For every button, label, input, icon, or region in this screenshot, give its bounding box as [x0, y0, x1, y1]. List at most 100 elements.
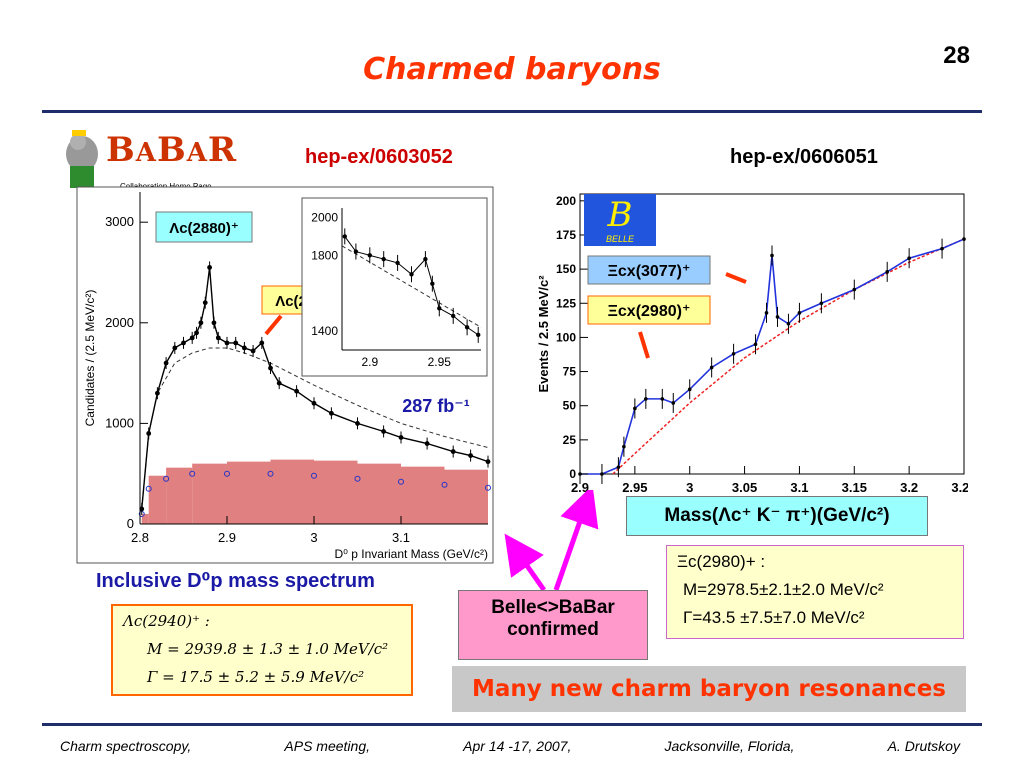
confirmed-line1: Belle<>BaBar	[491, 597, 615, 618]
belle-peak1-box	[587, 255, 711, 285]
sideband-point	[354, 475, 361, 482]
belle-data-point	[633, 406, 637, 411]
data-point	[468, 453, 473, 458]
footer-item: Charm spectroscopy,	[60, 738, 192, 754]
belle-data-point	[852, 287, 857, 292]
inset-background	[341, 245, 482, 328]
y-tick-label: 0	[127, 516, 134, 531]
data-point	[485, 459, 491, 465]
footer: Charm spectroscopy, APS meeting, Apr 14 …	[60, 738, 960, 754]
belle-peak1-label: Ξcx(3077)⁺	[608, 263, 691, 280]
inset-frame	[301, 197, 488, 377]
sideband-histogram-bar	[357, 463, 401, 524]
belle-x-tick-label: 3.2	[900, 480, 918, 495]
data-point	[194, 330, 199, 336]
belle-x-tick-label: 3.1	[790, 480, 808, 495]
data-point	[139, 506, 145, 512]
data-point	[181, 340, 186, 346]
data-point	[189, 335, 195, 341]
data-point	[276, 380, 282, 386]
peak1-box	[155, 211, 253, 243]
inset-point	[451, 313, 456, 319]
belle-y-tick-label: 50	[563, 399, 577, 413]
inset-point	[409, 272, 414, 277]
y-axis-label: Candidates / (2.5 MeV/c²)	[83, 290, 97, 427]
ref-babar: hep-ex/0603052	[305, 146, 453, 168]
belle-data-point	[962, 237, 966, 241]
belle-y-tick-label: 0	[569, 467, 576, 481]
belle-data-point	[786, 321, 791, 326]
slide-title: Charmed baryons	[363, 52, 661, 87]
data-point	[311, 400, 317, 406]
data-point	[207, 265, 213, 270]
belle-result-line3: Γ=43.5 ±7.5±7.0 MeV/c²	[683, 608, 865, 627]
inset-point	[367, 253, 372, 258]
belle-y-tick-label: 100	[556, 330, 576, 344]
y-tick-label: 1000	[105, 415, 134, 430]
inset-point	[381, 256, 386, 262]
data-point	[250, 348, 256, 354]
inset-fit-curve	[344, 236, 479, 336]
data-point	[146, 431, 152, 436]
belle-logo-text: BELLE	[606, 234, 635, 244]
sideband-histogram-bar	[314, 460, 358, 524]
data-point	[398, 435, 404, 440]
inset-point	[464, 325, 470, 330]
inset-point	[476, 332, 481, 338]
data-point	[198, 320, 204, 326]
data-point	[294, 388, 299, 394]
sideband-point	[224, 470, 230, 477]
sideband-point	[189, 470, 196, 477]
data-point	[224, 340, 230, 346]
sideband-point	[267, 470, 274, 477]
y-tick-label: 2000	[105, 315, 134, 330]
belle-y-tick-label: 125	[556, 296, 576, 310]
belle-data-point	[819, 301, 824, 306]
belle-peak1-arrow	[725, 272, 747, 284]
inset-y-tick-label: 2000	[311, 210, 338, 224]
ref-belle: hep-ex/0606051	[730, 146, 878, 168]
belle-peak2-arrow	[638, 331, 650, 359]
belle-data-point	[660, 397, 665, 401]
belle-peak2-box	[587, 295, 711, 325]
belle-result-box: Ξc(2980)+ : M=2978.5±2.1±2.0 MeV/c² Γ=43…	[666, 545, 964, 639]
belle-result-line1: Ξc(2980)+ :	[677, 552, 766, 571]
belle-y-tick-label: 150	[556, 262, 576, 276]
peak1-label: Λc(2880)⁺	[169, 220, 239, 237]
data-point	[259, 340, 265, 346]
x-tick-label: 3	[310, 530, 317, 545]
sideband-point	[485, 484, 491, 491]
x-tick-label: 3.1	[392, 530, 410, 545]
belle-data-point	[731, 352, 736, 356]
inset-y-tick-label: 1400	[311, 324, 338, 338]
sideband-point	[311, 472, 317, 479]
data-point	[329, 410, 334, 416]
data-point	[155, 390, 160, 396]
sideband-histogram-bar	[444, 469, 488, 524]
data-point	[268, 365, 273, 371]
data-point	[233, 340, 239, 346]
belle-data-point	[770, 253, 774, 258]
sideband-point	[163, 475, 170, 482]
arrow-to-belle	[553, 490, 599, 591]
belle-result-line2: M=2978.5±2.1±2.0 MeV/c²	[683, 580, 884, 599]
belle-data-point	[775, 315, 780, 319]
belle-y-axis-label: Events / 2.5 MeV/c²	[536, 275, 551, 393]
inset-x-tick-label: 2.95	[428, 355, 452, 369]
belle-y-tick-label: 200	[556, 194, 576, 208]
footer-item: Jacksonville, Florida,	[664, 738, 795, 754]
sideband-histogram-bar	[192, 463, 227, 524]
data-point	[215, 335, 221, 341]
belle-chart: 2.92.9533.053.13.153.23.2502550751001251…	[536, 193, 968, 495]
belle-background-fit	[612, 238, 965, 475]
babar-logo: BABAR Collaboration Home Page	[58, 126, 258, 191]
x-axis-label: D⁰ p Invariant Mass (GeV/c²)	[334, 547, 488, 561]
confirmed-box: Belle<>BaBar confirmed	[458, 590, 648, 660]
data-point	[424, 441, 430, 446]
y-tick-label: 3000	[105, 214, 134, 229]
belle-data-point	[753, 342, 758, 347]
belle-x-tick-label: 3.05	[732, 480, 757, 495]
belle-x-tick-label: 3.15	[842, 480, 867, 495]
top-rule	[42, 110, 982, 113]
belle-logo-mark: B	[607, 195, 633, 235]
